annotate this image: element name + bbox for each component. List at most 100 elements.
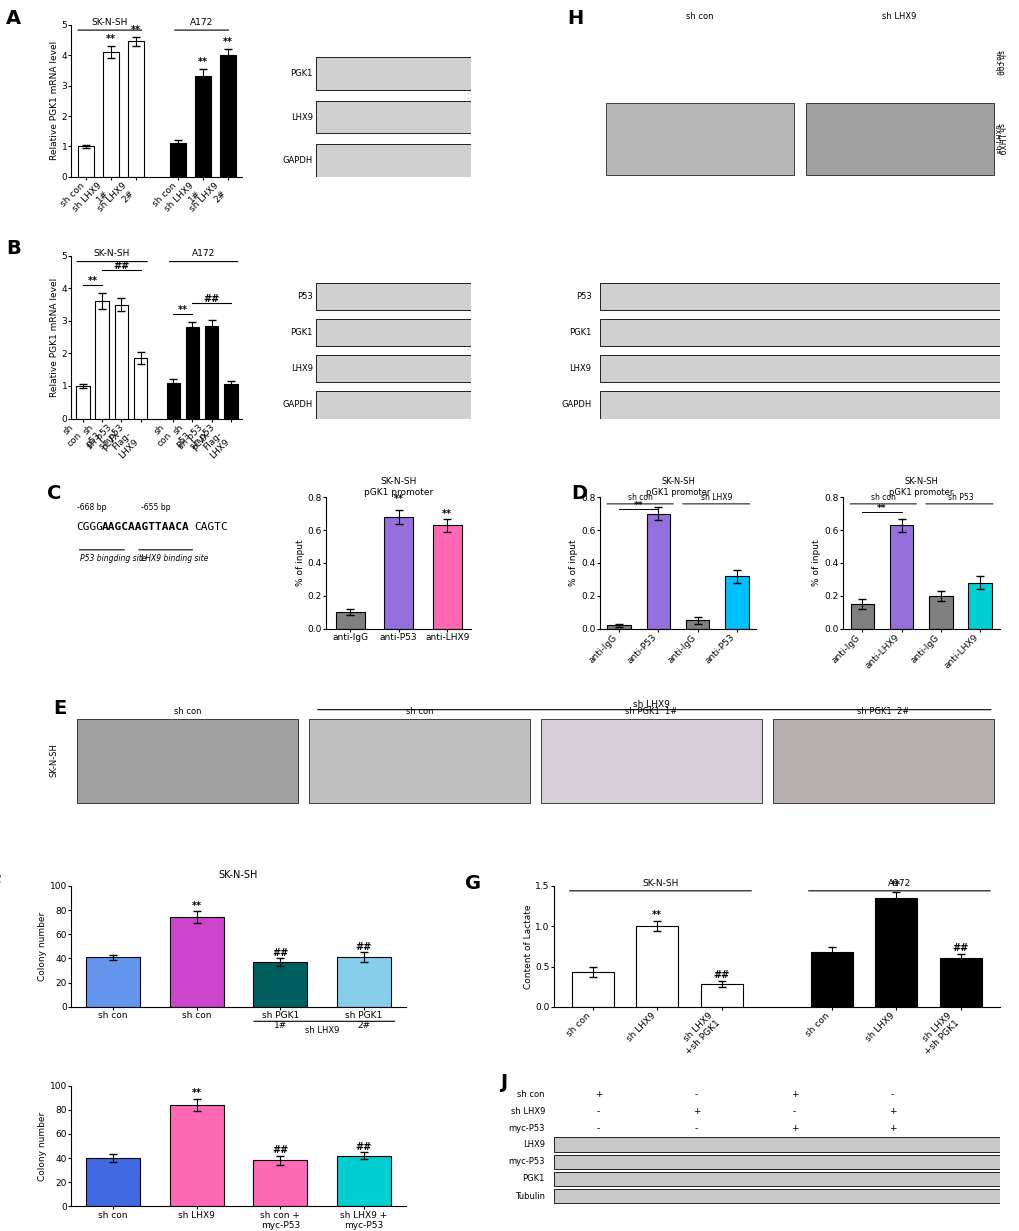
Text: ##: ## [713,970,730,980]
Y-axis label: Relative PGK1 mRNA level: Relative PGK1 mRNA level [50,41,59,160]
Text: sh con: sh con [870,492,896,502]
Text: sh PGK1  2#: sh PGK1 2# [857,708,909,716]
Bar [605,103,793,175]
Bar [725,576,748,629]
Bar [700,985,742,1007]
Bar [889,526,912,629]
Bar [127,42,144,177]
Text: -: - [596,1107,599,1117]
Y-axis label: Relative PGK1 mRNA level: Relative PGK1 mRNA level [50,277,59,396]
Bar [185,327,199,419]
Bar [599,391,999,419]
Y-axis label: % of input: % of input [811,539,820,586]
Bar [605,180,793,251]
Text: **: ** [177,305,187,315]
Text: GAPDH: GAPDH [282,156,313,165]
Bar [432,526,462,629]
Bar [170,144,185,177]
Y-axis label: Content of Lactate: Content of Lactate [523,904,532,988]
Text: ##: ## [272,948,288,958]
Text: GAPDH: GAPDH [560,400,591,410]
Text: sh con: sh con [628,492,652,502]
Bar [599,319,999,346]
Text: F: F [0,874,1,892]
Text: Tubulin: Tubulin [515,1192,544,1200]
Bar [76,387,90,419]
Text: sh LHX9: sh LHX9 [701,492,733,502]
Text: **: ** [130,25,141,36]
Text: -: - [694,1089,697,1099]
Text: SK-N-SH: SK-N-SH [94,250,129,259]
Bar [96,302,109,419]
Bar [553,1155,999,1168]
Text: sh con: sh con [173,708,201,716]
Bar [224,384,237,419]
Bar [77,719,298,803]
Bar [336,1156,390,1206]
Title: SK-N-SH
pGK1 promoter: SK-N-SH pGK1 promoter [889,478,953,496]
Text: CAGTC: CAGTC [195,522,228,532]
Text: LHX9: LHX9 [569,364,591,373]
Bar [205,326,218,419]
Text: SK-N-SH: SK-N-SH [92,18,128,27]
Bar [195,76,211,177]
Text: -: - [596,1124,599,1134]
Bar [335,612,365,629]
Text: sh LHX9: sh LHX9 [305,1027,339,1035]
Text: PGK1: PGK1 [290,329,313,337]
Bar [553,1137,999,1151]
Text: **: ** [442,510,451,519]
Text: LHX9: LHX9 [290,364,313,373]
Text: H: H [567,10,583,28]
Text: **: ** [891,880,901,890]
Title: SK-N-SH
pGK1 promoter: SK-N-SH pGK1 promoter [364,478,433,496]
Bar [133,358,147,419]
Bar [86,1158,141,1206]
Text: +: + [888,1124,896,1134]
Text: sh LHX9: sh LHX9 [996,124,1002,153]
Text: sh con: sh con [685,12,712,21]
Bar [938,959,981,1007]
Text: A172: A172 [192,250,214,259]
Y-axis label: % of input: % of input [569,539,578,586]
Y-axis label: Colony number: Colony number [38,1112,47,1181]
Text: SK-N-SH: SK-N-SH [50,742,58,777]
Bar [606,625,631,629]
Bar [810,952,852,1007]
Bar [384,517,413,629]
Text: LHX9 binding site: LHX9 binding site [141,554,209,563]
Text: +: + [594,1089,601,1099]
Bar [553,1172,999,1185]
Text: ##: ## [952,943,968,953]
Text: sh con: sh con [517,1089,544,1099]
Text: AAGCAAGTTAACA: AAGCAAGTTAACA [102,522,190,532]
Bar [805,103,993,175]
Text: sh LHX9: sh LHX9 [633,699,669,709]
Text: sh con: sh con [995,50,1004,75]
Text: sh con: sh con [996,52,1002,74]
Text: -668 bp: -668 bp [76,503,106,512]
Bar [316,356,471,383]
Text: +: + [790,1089,798,1099]
Text: -: - [792,1107,796,1117]
Bar [316,319,471,346]
Title: SK-N-SH
pGK1 promoter: SK-N-SH pGK1 promoter [645,478,709,496]
Text: CGGG: CGGG [76,522,104,532]
Text: LHX9: LHX9 [523,1140,544,1149]
Text: **: ** [876,505,886,513]
Bar [103,52,119,177]
Text: ##: ## [356,942,372,952]
Text: sh P53: sh P53 [947,492,972,502]
Text: +: + [692,1107,700,1117]
Bar [874,899,916,1007]
Text: **: ** [192,901,202,911]
Text: **: ** [88,276,98,286]
Bar [316,391,471,419]
Text: **: ** [393,495,404,505]
Bar [685,620,708,629]
Text: E: E [53,699,66,719]
Text: -: - [891,1089,894,1099]
Title: SK-N-SH: SK-N-SH [219,869,258,880]
Text: sh LHX9: sh LHX9 [881,12,916,21]
Bar [636,926,678,1007]
